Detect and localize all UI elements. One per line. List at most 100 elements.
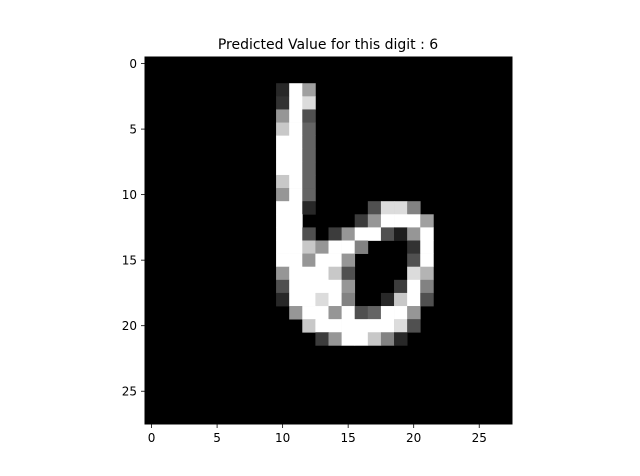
- y-tick-label: 5: [129, 123, 137, 137]
- pixel-cell: [354, 214, 369, 228]
- pixel-cell: [289, 161, 303, 176]
- pixel-cell: [394, 214, 408, 228]
- x-tick-label: 20: [406, 431, 421, 445]
- pixel-cell: [420, 292, 434, 307]
- y-tick-label: 20: [122, 319, 137, 333]
- pixel-cell: [276, 253, 290, 268]
- pixel-cell: [420, 266, 434, 281]
- pixel-cell: [302, 109, 316, 123]
- chart-title: Predicted Value for this digit : 6: [218, 37, 438, 53]
- pixel-cell: [354, 319, 369, 333]
- pixel-cell: [289, 227, 303, 241]
- pixel-cell: [380, 319, 395, 333]
- pixel-cell: [302, 188, 316, 202]
- pixel-cell: [394, 306, 408, 320]
- pixel-cell: [315, 240, 329, 254]
- pixel-cell: [328, 279, 342, 294]
- pixel-cell: [302, 266, 316, 281]
- pixel-cell: [328, 266, 342, 281]
- pixel-cell: [302, 292, 316, 307]
- image-axes: 0 5 10 15 20 25 0 5 10 15 20 25: [122, 56, 513, 445]
- pixel-cell: [394, 227, 408, 241]
- pixel-cell: [289, 83, 303, 97]
- pixel-cell: [341, 253, 356, 268]
- y-tick-label: 10: [122, 188, 137, 202]
- pixel-cell: [289, 292, 303, 307]
- y-tick-label: 0: [129, 57, 137, 71]
- pixel-cell: [341, 332, 356, 346]
- pixel-cell: [367, 306, 382, 320]
- pixel-cell: [276, 83, 290, 97]
- pixel-cell: [394, 319, 408, 333]
- pixel-cell: [341, 227, 356, 241]
- pixel-cell: [407, 279, 421, 294]
- pixel-cell: [302, 161, 316, 176]
- pixel-cell: [328, 240, 342, 254]
- pixel-cell: [341, 240, 356, 254]
- pixel-cell: [341, 292, 356, 307]
- pixel-cell: [276, 122, 290, 136]
- pixel-cell: [289, 122, 303, 136]
- pixel-cell: [302, 279, 316, 294]
- pixel-cell: [289, 201, 303, 215]
- pixel-cell: [276, 227, 290, 241]
- pixel-cell: [276, 214, 290, 228]
- pixel-cell: [289, 96, 303, 110]
- pixel-cell: [328, 253, 342, 268]
- pixel-cell: [354, 332, 369, 346]
- pixel-cell: [315, 292, 329, 307]
- pixel-cell: [276, 279, 290, 294]
- pixel-cell: [289, 174, 303, 189]
- pixel-cell: [380, 332, 395, 346]
- pixel-cell: [341, 266, 356, 281]
- pixel-cell: [341, 306, 356, 320]
- pixel-cell: [407, 201, 421, 215]
- pixel-cell: [289, 135, 303, 150]
- pixel-cell: [394, 279, 408, 294]
- pixel-cell: [341, 279, 356, 294]
- pixel-cell: [289, 188, 303, 202]
- pixel-cell: [302, 83, 316, 97]
- pixel-cell: [302, 201, 316, 215]
- pixel-cell: [302, 240, 316, 254]
- pixel-cell: [380, 292, 395, 307]
- x-tick-label: 0: [148, 431, 156, 445]
- pixel-cell: [420, 214, 434, 228]
- pixel-cell: [315, 332, 329, 346]
- y-tick-label: 15: [122, 254, 137, 268]
- axes-frame: [144, 56, 513, 425]
- pixel-cell: [407, 253, 421, 268]
- pixel-cell: [302, 96, 316, 110]
- pixel-cell: [407, 266, 421, 281]
- pixel-cell: [276, 161, 290, 176]
- x-tick-label: 5: [213, 431, 221, 445]
- pixel-cell: [367, 332, 382, 346]
- pixel-cell: [420, 240, 434, 254]
- pixel-cell: [328, 227, 342, 241]
- pixel-cell: [302, 319, 316, 333]
- pixel-cell: [289, 266, 303, 281]
- pixel-cell: [276, 174, 290, 189]
- pixel-cell: [407, 227, 421, 241]
- pixel-cell: [328, 332, 342, 346]
- pixel-cell: [289, 306, 303, 320]
- pixel-cell: [341, 319, 356, 333]
- x-tick-label: 10: [275, 431, 290, 445]
- pixel-cell: [367, 201, 382, 215]
- pixel-cell: [276, 135, 290, 150]
- pixel-cell: [354, 306, 369, 320]
- pixel-cell: [276, 201, 290, 215]
- pixel-cell: [302, 227, 316, 241]
- pixel-cell: [380, 227, 395, 241]
- pixel-cell: [407, 306, 421, 320]
- y-axis-ticks: 0 5 10 15 20 25: [122, 57, 145, 399]
- digit-pixels: [276, 83, 434, 346]
- pixel-cell: [420, 253, 434, 268]
- pixel-cell: [367, 319, 382, 333]
- x-tick-label: 15: [341, 431, 356, 445]
- pixel-cell: [328, 306, 342, 320]
- pixel-cell: [367, 227, 382, 241]
- pixel-cell: [407, 319, 421, 333]
- pixel-cell: [276, 96, 290, 110]
